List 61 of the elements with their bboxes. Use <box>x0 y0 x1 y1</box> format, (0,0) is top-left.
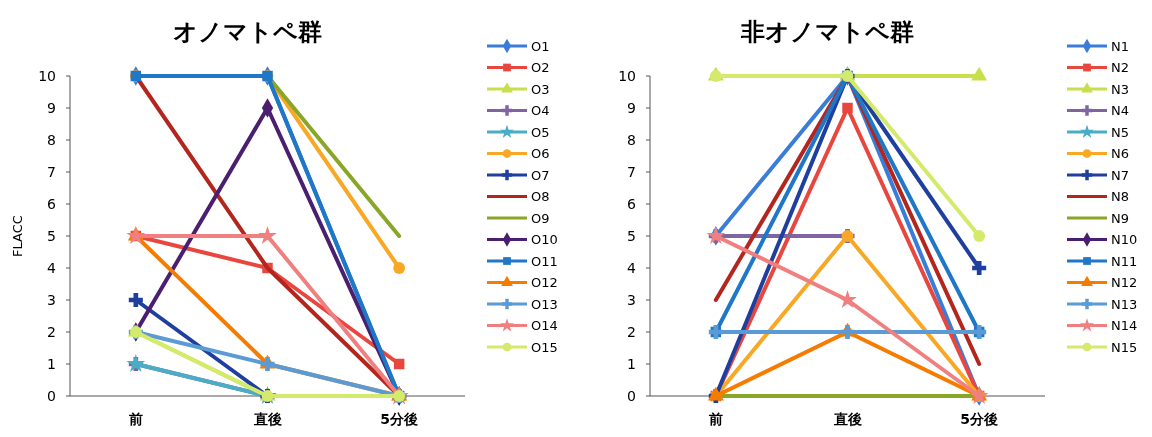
legend-label: O1 <box>531 38 550 54</box>
y-tick-label: 4 <box>627 259 637 276</box>
legend-label: N8 <box>1111 189 1129 205</box>
y-tick-label: 10 <box>38 67 56 84</box>
chart-title: 非オノマトペ群 <box>740 18 914 46</box>
legend-label: O6 <box>531 146 550 162</box>
y-tick-label: 10 <box>618 67 636 84</box>
legend-label: O11 <box>531 253 558 269</box>
legend-label: O5 <box>531 124 550 140</box>
legend-label: N3 <box>1111 81 1129 97</box>
y-tick-label: 5 <box>47 227 56 244</box>
legend-label: N9 <box>1111 210 1129 226</box>
legend-label: N5 <box>1111 124 1129 140</box>
legend-label: O2 <box>531 60 550 76</box>
legend-label: N11 <box>1111 253 1138 269</box>
legend-label: O4 <box>531 103 550 119</box>
legend-label: O8 <box>531 189 550 205</box>
y-axis-title: FLACC <box>10 215 25 257</box>
legend-label: N13 <box>1111 296 1138 312</box>
y-tick-label: 3 <box>47 291 56 308</box>
y-tick-label: 6 <box>47 195 57 212</box>
y-tick-label: 8 <box>627 131 636 148</box>
legend-label: N6 <box>1111 146 1129 162</box>
legend-label: N7 <box>1111 167 1129 183</box>
legend-label: O13 <box>531 296 558 312</box>
legend-label: O12 <box>531 275 558 291</box>
legend-label: O14 <box>531 318 558 334</box>
y-tick-label: 0 <box>627 387 636 404</box>
chart-title: オノマトペ群 <box>173 18 322 46</box>
legend-label: N14 <box>1111 318 1138 334</box>
legend-label: N2 <box>1111 60 1129 76</box>
y-tick-label: 6 <box>627 195 637 212</box>
x-tick-label: 5分後 <box>380 411 419 427</box>
legend-label: O10 <box>531 232 558 248</box>
legend-label: O3 <box>531 81 550 97</box>
y-tick-label: 9 <box>627 99 636 116</box>
y-tick-label: 8 <box>47 131 56 148</box>
y-tick-label: 1 <box>627 355 636 372</box>
y-tick-label: 1 <box>47 355 56 372</box>
legend-label: O7 <box>531 167 550 183</box>
legend-label: N1 <box>1111 38 1129 54</box>
y-tick-label: 0 <box>47 387 56 404</box>
y-tick-label: 3 <box>627 291 636 308</box>
y-tick-label: 7 <box>627 163 636 180</box>
x-tick-label: 5分後 <box>960 411 999 427</box>
legend-label: O9 <box>531 210 550 226</box>
x-tick-label: 直後 <box>252 411 282 427</box>
y-tick-label: 2 <box>47 323 56 340</box>
x-tick-label: 前 <box>707 411 723 427</box>
legend-label: N12 <box>1111 275 1138 291</box>
legend-label: O15 <box>531 339 558 355</box>
y-tick-label: 7 <box>47 163 56 180</box>
x-tick-label: 直後 <box>832 411 862 427</box>
y-tick-label: 9 <box>47 99 56 116</box>
legend-label: N4 <box>1111 103 1129 119</box>
y-tick-label: 4 <box>47 259 57 276</box>
y-tick-label: 5 <box>627 227 636 244</box>
legend-label: N15 <box>1111 339 1138 355</box>
legend-label: N10 <box>1111 232 1138 248</box>
y-tick-label: 2 <box>627 323 636 340</box>
x-tick-label: 前 <box>127 411 143 427</box>
